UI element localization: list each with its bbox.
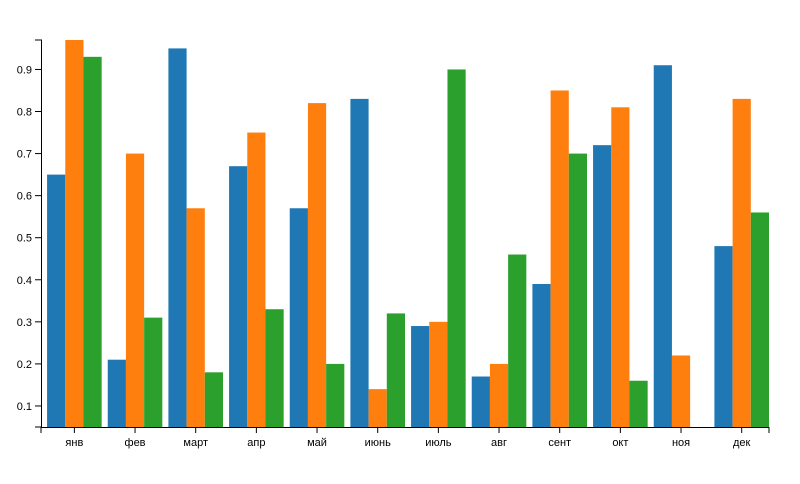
y-tick-label-3: 0.3: [17, 317, 32, 329]
x-tick-label-3: март: [183, 437, 208, 449]
bar-10-series-3: [629, 380, 648, 427]
bar-6-series-2: [368, 389, 387, 427]
y-tick-label-9: 0.9: [17, 64, 32, 76]
bar-5-series-3: [326, 363, 345, 427]
bar-10-series-2: [611, 107, 630, 428]
bar-group-5: [289, 103, 345, 427]
bar-group-6: [350, 98, 405, 427]
bar-4-series-2: [247, 132, 266, 428]
bar-group-9: [532, 90, 587, 427]
y-tick-label-4: 0.4: [17, 275, 32, 287]
y-axis-line: [35, 39, 42, 428]
bar-7-series-1: [411, 326, 430, 427]
bar-12-series-2: [732, 98, 751, 427]
y-tick-label-8: 0.8: [17, 107, 32, 119]
bar-12-series-3: [750, 212, 769, 427]
bar-group-2: [107, 153, 163, 427]
bar-4-series-1: [229, 166, 248, 427]
bar-6-series-3: [386, 313, 405, 427]
bar-group-3: [168, 48, 223, 427]
bar-11-series-2: [671, 355, 691, 427]
bars-layer: [47, 40, 769, 428]
bar-group-10: [593, 107, 648, 428]
x-tick-label-4: апр: [247, 437, 265, 449]
bar-3-series-2: [186, 208, 205, 427]
x-tick-label-10: окт: [612, 437, 628, 449]
x-tick-label-11: ноя: [672, 437, 690, 449]
bar-9-series-3: [568, 153, 587, 427]
bar-11-series-1: [653, 65, 672, 428]
y-tick-label-5: 0.5: [17, 233, 32, 245]
x-tick-label-9: сент: [548, 437, 571, 449]
bar-8-series-1: [471, 376, 490, 427]
bar-5-series-1: [289, 208, 308, 427]
x-tick-label-5: май: [307, 437, 327, 449]
bar-group-12: [714, 98, 769, 427]
bar-1-series-1: [47, 174, 66, 427]
bar-group-7: [411, 69, 466, 427]
bar-8-series-3: [508, 254, 527, 427]
bar-5-series-2: [307, 103, 327, 427]
bar-group-4: [229, 132, 284, 428]
x-axis-line: [40, 427, 770, 433]
bar-group-1: [47, 40, 102, 427]
bar-4-series-3: [265, 309, 284, 427]
bar-1-series-2: [65, 40, 84, 427]
bar-7-series-2: [429, 321, 448, 427]
bar-12-series-1: [714, 246, 733, 427]
bar-1-series-3: [83, 56, 102, 427]
bar-6-series-1: [350, 98, 369, 427]
y-tick-label-7: 0.7: [17, 149, 32, 161]
bar-group-11: [653, 65, 691, 428]
bar-group-8: [471, 254, 527, 427]
bar-3-series-1: [168, 48, 187, 427]
x-tick-label-1: янв: [65, 437, 83, 449]
bar-8-series-2: [489, 363, 509, 427]
x-axis: янв фев март апр май июнь июль авг сент окт ноя дек: [40, 427, 770, 449]
y-tick-label-6: 0.6: [17, 191, 32, 203]
bar-10-series-1: [593, 145, 612, 427]
bar-2-series-1: [107, 359, 126, 427]
bar-2-series-2: [125, 153, 145, 427]
x-tick-label-12: дек: [733, 437, 751, 449]
bar-3-series-3: [204, 372, 223, 427]
x-tick-label-7: июль: [425, 437, 452, 449]
x-tick-label-6: июнь: [365, 437, 391, 449]
bar-2-series-3: [144, 317, 163, 427]
bar-7-series-3: [447, 69, 466, 427]
bar-9-series-2: [550, 90, 569, 427]
x-tick-label-8: авг: [491, 437, 507, 449]
x-tick-label-2: фев: [125, 437, 146, 449]
y-tick-label-1: 0.1: [17, 401, 32, 413]
bar-9-series-1: [532, 283, 551, 427]
y-axis: 0.1 0.2 0.3 0.4 0.5 0.6 0.7 0.8 0.9: [17, 39, 42, 428]
y-tick-label-2: 0.2: [17, 359, 32, 371]
